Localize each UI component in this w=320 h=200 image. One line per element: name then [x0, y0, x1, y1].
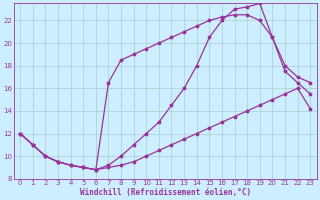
X-axis label: Windchill (Refroidissement éolien,°C): Windchill (Refroidissement éolien,°C) — [80, 188, 251, 197]
